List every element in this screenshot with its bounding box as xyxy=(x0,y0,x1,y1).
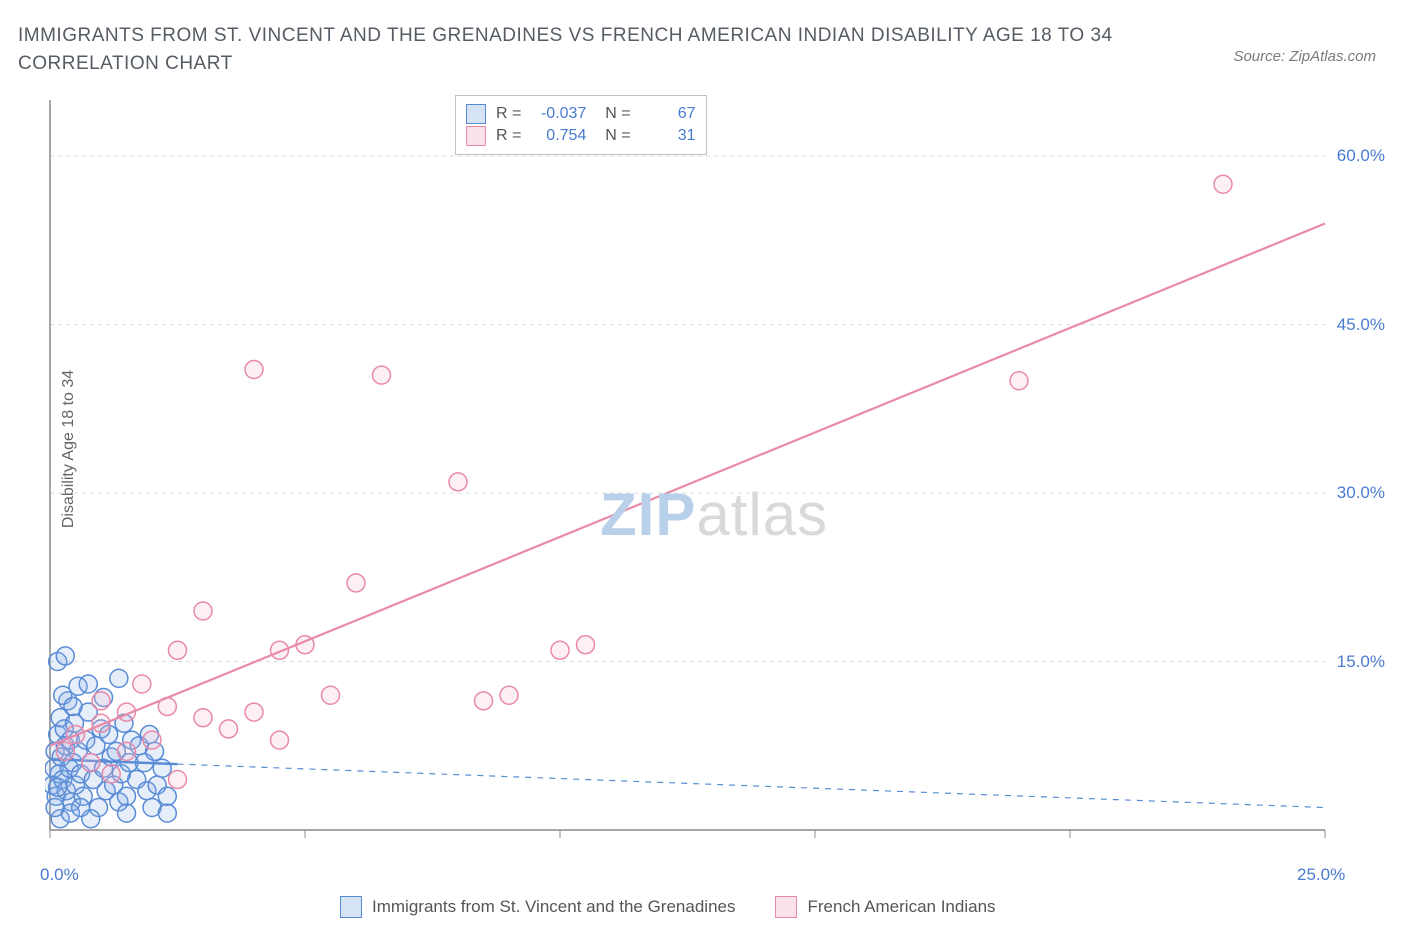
stats-legend: R = -0.037 N = 67 R = 0.754 N = 31 xyxy=(455,95,707,155)
legend-item-1: French American Indians xyxy=(775,896,995,918)
legend-item-0: Immigrants from St. Vincent and the Gren… xyxy=(340,896,735,918)
y-tick-label: 45.0% xyxy=(1337,315,1385,335)
n-label: N = xyxy=(596,105,630,123)
legend-swatch-0 xyxy=(340,896,362,918)
y-tick-label: 15.0% xyxy=(1337,652,1385,672)
legend-label-1: French American Indians xyxy=(807,897,995,917)
x-tick-label: 25.0% xyxy=(1297,865,1345,885)
n-label: N = xyxy=(596,127,630,145)
stats-swatch-1 xyxy=(466,126,486,146)
n-value-0: 67 xyxy=(641,105,696,123)
stats-row-1: R = 0.754 N = 31 xyxy=(466,126,696,146)
scatter-chart-svg xyxy=(45,95,1385,855)
stats-row-0: R = -0.037 N = 67 xyxy=(466,104,696,124)
x-tick-label: 0.0% xyxy=(40,865,79,885)
legend-label-0: Immigrants from St. Vincent and the Gren… xyxy=(372,897,735,917)
plot-area: ZIPatlas xyxy=(45,95,1385,855)
r-label: R = xyxy=(496,105,521,123)
chart-title: IMMIGRANTS FROM ST. VINCENT AND THE GREN… xyxy=(18,22,1138,77)
legend-swatch-1 xyxy=(775,896,797,918)
stats-swatch-0 xyxy=(466,104,486,124)
r-value-0: -0.037 xyxy=(531,105,586,123)
r-value-1: 0.754 xyxy=(531,127,586,145)
source-label: Source: ZipAtlas.com xyxy=(1233,48,1376,65)
bottom-legend: Immigrants from St. Vincent and the Gren… xyxy=(340,896,996,918)
y-tick-label: 60.0% xyxy=(1337,146,1385,166)
n-value-1: 31 xyxy=(641,127,696,145)
y-tick-label: 30.0% xyxy=(1337,483,1385,503)
r-label: R = xyxy=(496,127,521,145)
